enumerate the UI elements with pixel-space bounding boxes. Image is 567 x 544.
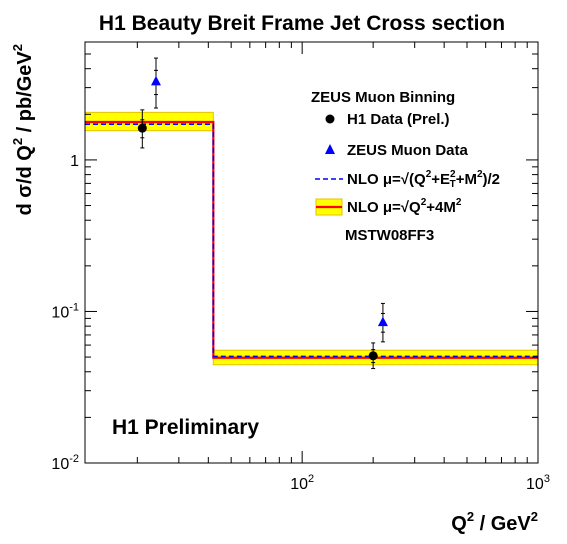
h1-point-2 <box>368 342 378 370</box>
zeus-point-2 <box>377 302 388 343</box>
x-axis-title: Q2 / GeV2 <box>451 509 538 535</box>
legend-header: ZEUS Muon Binning <box>311 89 455 106</box>
preliminary-annotation: H1 Preliminary <box>112 416 259 439</box>
y-axis-title: d σ/d Q2 / pb/GeV2 <box>10 44 36 216</box>
zeus-point-1 <box>150 57 161 109</box>
x-tick-label: 102 <box>290 473 314 493</box>
axes: 102 103 10-2 10-1 1 Q2 / GeV2 d σ/d Q2 / pb/Ge… <box>10 41 550 535</box>
legend-entry-4: NLO μ=√Q2+4M2 <box>315 197 462 216</box>
y-tick-label: 10-1 <box>51 301 79 321</box>
chart-title: H1 Beauty Breit Frame Jet Cross section <box>99 12 505 35</box>
plot-area <box>84 57 539 370</box>
plot-frame <box>84 41 539 464</box>
legend-entry-1: H1 Data (Prel.) <box>325 111 450 128</box>
zeus-marker <box>377 316 388 327</box>
h1-marker <box>368 351 378 361</box>
legend-entry-2: ZEUS Muon Data <box>325 142 468 159</box>
h1-marker <box>137 123 147 133</box>
legend: ZEUS Muon Binning H1 Data (Prel.) ZEUS Muo… <box>311 89 500 244</box>
legend-label: H1 Data (Prel.) <box>347 111 450 128</box>
legend-entry-3: NLO μ=√(Q2+E2 T+M2)/2 <box>315 169 500 190</box>
x-tick-label: 103 <box>526 473 550 493</box>
legend-label: NLO μ=√Q2+4M2 <box>347 197 462 216</box>
h1-point-1 <box>137 109 147 149</box>
zeus-marker <box>150 75 161 86</box>
legend-triangle-marker <box>325 144 335 154</box>
legend-label: NLO μ=√(Q2+E2 T+M2)/2 <box>347 169 500 190</box>
legend-footer: MSTW08FF3 <box>345 227 434 244</box>
legend-circle-marker <box>325 114 335 124</box>
y-tick-label: 10-2 <box>51 453 79 473</box>
legend-label: ZEUS Muon Data <box>347 142 468 159</box>
y-tick-label: 1 <box>70 153 79 170</box>
